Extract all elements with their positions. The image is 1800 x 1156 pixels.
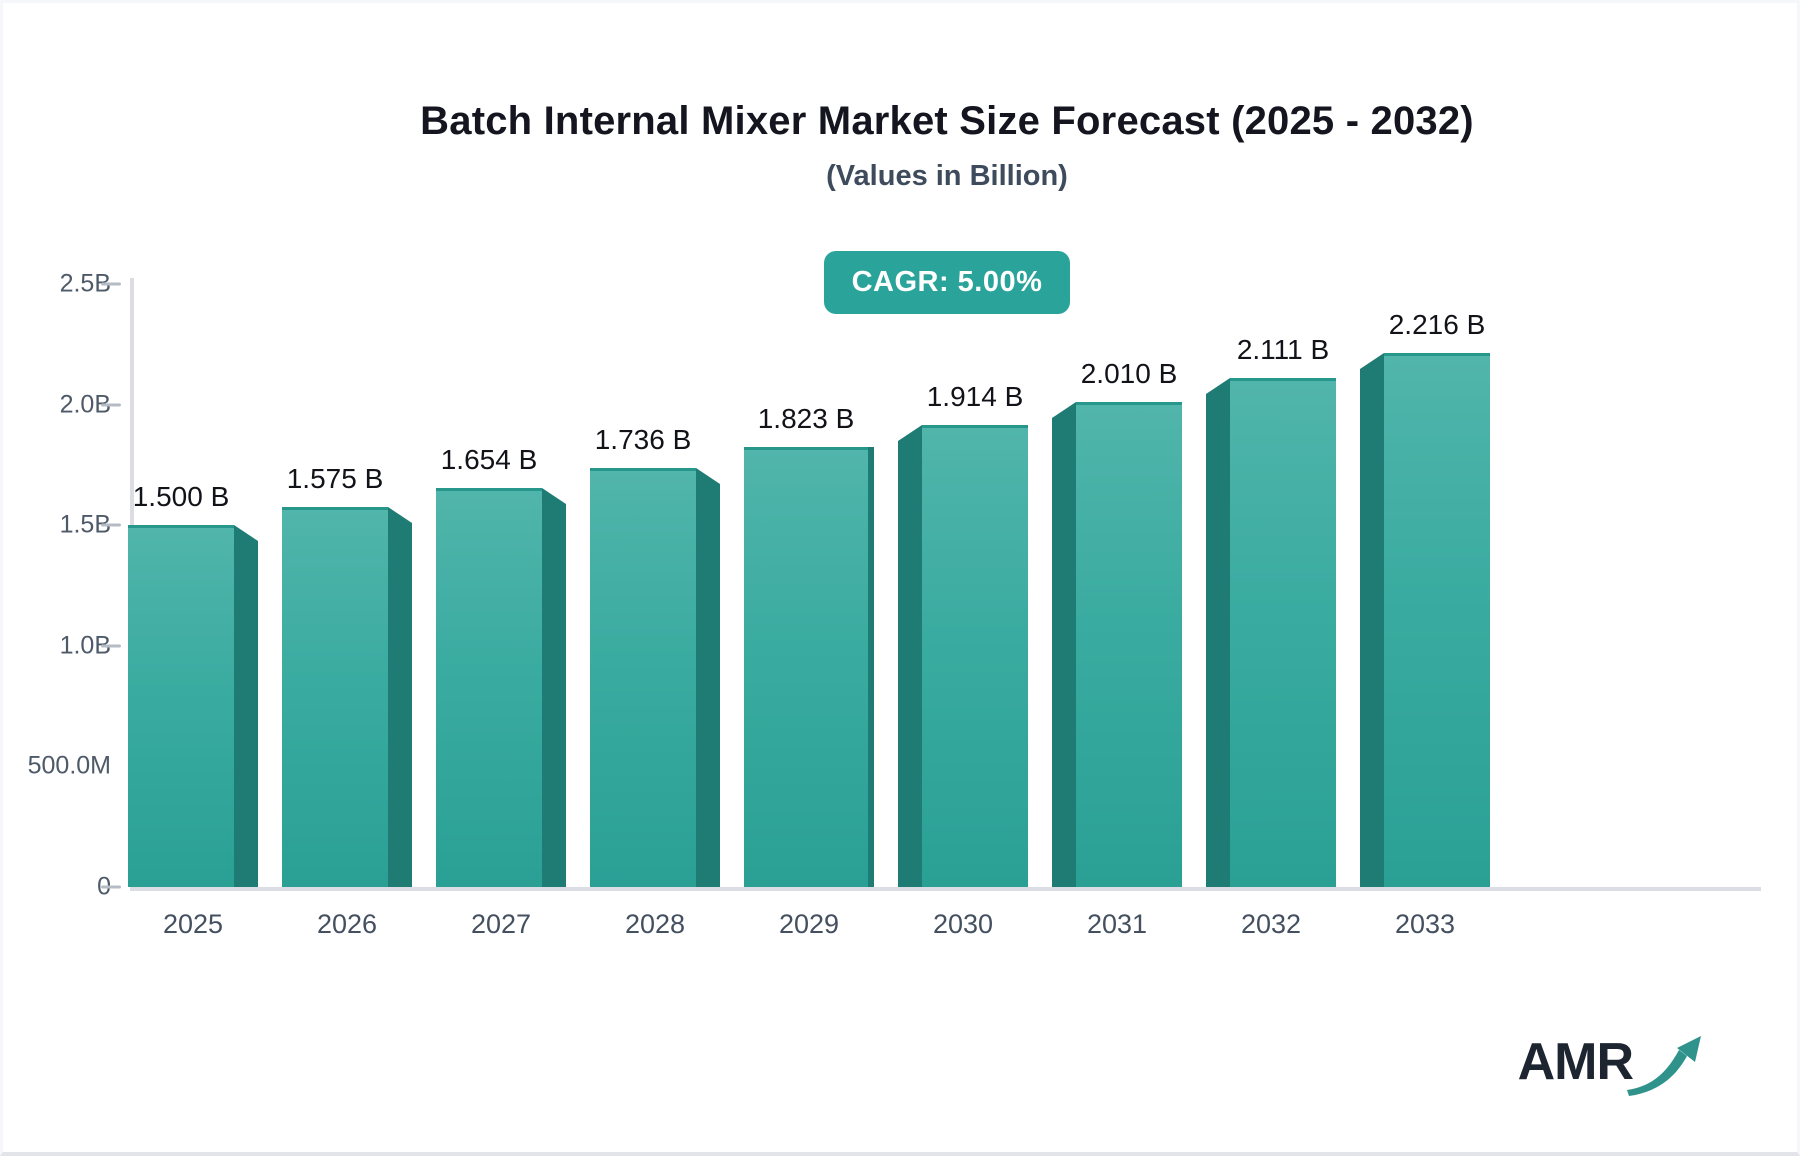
bar-side-face bbox=[388, 507, 412, 887]
bar-value-label-2027: 1.654 B bbox=[440, 444, 538, 475]
bar-side-face bbox=[234, 525, 258, 887]
bar-2031[interactable] bbox=[1052, 402, 1182, 887]
bar-2033[interactable] bbox=[1360, 353, 1490, 887]
bar-side-face bbox=[1206, 378, 1230, 887]
bar-2029[interactable] bbox=[744, 447, 874, 887]
bar-front-face bbox=[744, 447, 868, 887]
bar-value-label-2029: 1.823 B bbox=[757, 403, 855, 434]
chart-header: Batch Internal Mixer Market Size Forecas… bbox=[133, 99, 1761, 193]
bar-front-face bbox=[128, 525, 234, 887]
bar-front-face bbox=[1076, 402, 1182, 887]
bar-value-label-2028: 1.736 B bbox=[594, 424, 692, 455]
x-tick-label-2029: 2029 bbox=[778, 909, 840, 939]
bar-value-label-2030: 1.914 B bbox=[926, 381, 1024, 412]
y-tick-dash bbox=[101, 523, 121, 527]
bar-side-face bbox=[898, 425, 922, 887]
growth-arrow-icon bbox=[1627, 1036, 1701, 1096]
x-tick-label-2025: 2025 bbox=[162, 909, 224, 939]
bar-front-face bbox=[436, 488, 542, 887]
bar-side-face bbox=[1052, 402, 1076, 887]
bar-2027[interactable] bbox=[436, 488, 566, 887]
amr-logo[interactable]: AMR bbox=[1518, 1032, 1705, 1102]
bar-front-face bbox=[590, 468, 696, 887]
bar-value-label-2025: 1.500 B bbox=[132, 481, 230, 512]
bar-side-face bbox=[696, 468, 720, 887]
x-tick-label-2027: 2027 bbox=[470, 909, 532, 939]
x-tick-label-2031: 2031 bbox=[1086, 909, 1148, 939]
x-tick-label-2030: 2030 bbox=[932, 909, 994, 939]
x-tick-label-2028: 2028 bbox=[624, 909, 686, 939]
bar-side-face bbox=[1360, 353, 1384, 887]
bar-2025[interactable] bbox=[128, 525, 258, 887]
y-tick-label-500.0M: 500.0M bbox=[27, 751, 111, 780]
bar-front-face bbox=[922, 425, 1028, 887]
bar-front-face bbox=[1230, 378, 1336, 887]
bar-2032[interactable] bbox=[1206, 378, 1336, 887]
bar-2026[interactable] bbox=[282, 507, 412, 887]
y-tick-dash bbox=[101, 885, 121, 889]
bar-side-face bbox=[868, 447, 874, 887]
amr-logo-text: AMR bbox=[1517, 1033, 1634, 1091]
x-tick-label-2026: 2026 bbox=[316, 909, 378, 939]
x-axis-line bbox=[130, 887, 1761, 891]
bar-2030[interactable] bbox=[898, 425, 1028, 887]
chart-subtitle: (Values in Billion) bbox=[826, 160, 1068, 192]
bar-value-label-2031: 2.010 B bbox=[1080, 358, 1178, 389]
y-tick-dash bbox=[101, 644, 121, 648]
bar-front-face bbox=[282, 507, 388, 887]
bar-front-face bbox=[1384, 353, 1490, 887]
bar-2028[interactable] bbox=[590, 468, 720, 887]
cagr-badge-row: CAGR: 5.00% bbox=[133, 251, 1761, 314]
bar-value-label-2026: 1.575 B bbox=[286, 463, 384, 494]
cagr-badge: CAGR: 5.00% bbox=[823, 251, 1071, 314]
y-tick-dash bbox=[101, 403, 121, 407]
chart-title: Batch Internal Mixer Market Size Forecas… bbox=[420, 99, 1474, 143]
y-tick-dash bbox=[101, 282, 121, 286]
bar-value-label-2033: 2.216 B bbox=[1388, 309, 1486, 340]
bar-side-face bbox=[542, 488, 566, 887]
bar-value-label-2032: 2.111 B bbox=[1236, 334, 1330, 365]
x-tick-label-2033: 2033 bbox=[1394, 909, 1456, 939]
x-tick-label-2032: 2032 bbox=[1240, 909, 1302, 939]
